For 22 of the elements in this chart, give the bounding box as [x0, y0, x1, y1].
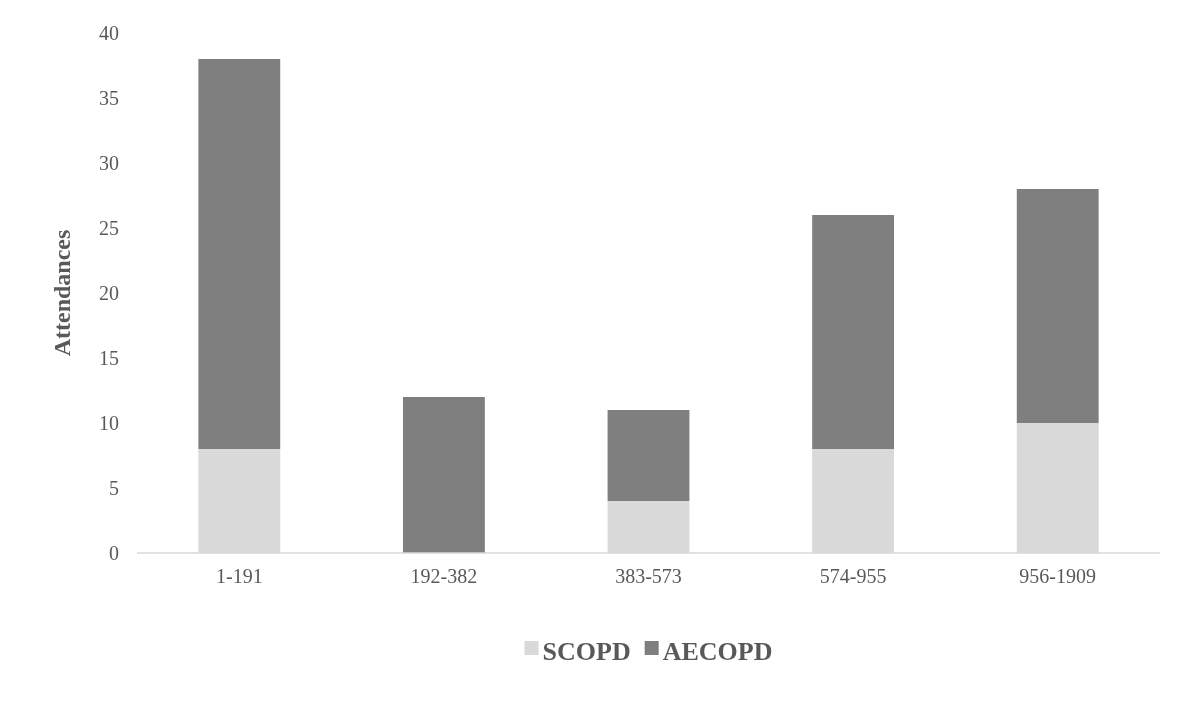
bar	[1016, 189, 1099, 423]
bar	[812, 215, 895, 449]
y-tick-label: 15	[99, 346, 119, 369]
x-tick-label: 1-191	[215, 565, 263, 588]
y-tick-label: 30	[99, 151, 119, 174]
y-tick-label: 35	[99, 86, 119, 109]
x-tick-label: 383-573	[615, 565, 682, 588]
x-tick-label: 956-1909	[1019, 565, 1097, 588]
y-axis-title: Attendances	[49, 229, 75, 357]
x-tick-label: 574-955	[819, 565, 887, 588]
legend-label: AECOPD	[662, 636, 773, 666]
bar	[607, 410, 690, 501]
y-tick-label: 10	[99, 411, 119, 434]
y-tick-label: 5	[109, 476, 119, 499]
y-tick-label: 40	[99, 21, 119, 44]
x-tick-label: 192-382	[410, 565, 478, 588]
y-tick-label: 0	[109, 541, 119, 564]
bar	[198, 59, 281, 449]
y-tick-label: 20	[99, 281, 119, 304]
y-tick-label: 25	[99, 216, 119, 239]
legend-label: SCOPD	[542, 636, 631, 666]
bar	[402, 397, 485, 553]
